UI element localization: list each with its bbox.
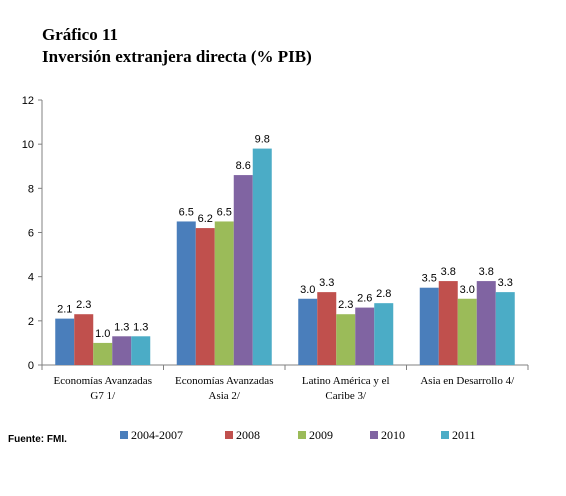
data-label: 2.6 — [357, 293, 372, 305]
legend-swatch — [225, 431, 233, 439]
data-label: 3.0 — [300, 284, 315, 296]
data-label: 2.3 — [338, 299, 353, 311]
data-label: 6.2 — [198, 213, 213, 225]
category-label: Asia en Desarrollo 4/ — [420, 375, 515, 387]
data-label: 6.5 — [217, 206, 232, 218]
data-label: 6.5 — [179, 206, 194, 218]
source-note: Fuente: FMI. — [8, 434, 67, 445]
data-label: 3.5 — [422, 273, 437, 285]
data-label: 2.3 — [76, 299, 91, 311]
data-label: 2.8 — [376, 288, 391, 300]
chart-subtitle: Inversión extranjera directa (% PIB) — [42, 47, 312, 66]
data-label: 1.3 — [133, 321, 148, 333]
legend-label: 2011 — [452, 428, 476, 442]
legend-label: 2008 — [236, 428, 260, 442]
data-label: 1.0 — [95, 328, 110, 340]
y-tick-label: 2 — [28, 316, 34, 328]
y-tick-label: 8 — [28, 183, 34, 195]
y-tick-label: 10 — [22, 139, 34, 151]
data-label: 3.3 — [319, 277, 334, 289]
data-label: 1.3 — [114, 321, 129, 333]
bar — [298, 298, 318, 365]
bar — [214, 221, 234, 365]
data-label: 9.8 — [255, 134, 270, 146]
category-label: Latino América y el — [302, 375, 390, 387]
category-label: Economías Avanzadas — [175, 375, 273, 387]
bar — [355, 307, 375, 365]
y-tick-label: 0 — [28, 360, 34, 372]
bar — [176, 221, 196, 365]
y-tick-label: 12 — [22, 95, 34, 107]
data-label: 2.1 — [57, 304, 72, 316]
category-label: G7 1/ — [90, 390, 116, 402]
legend-swatch — [441, 431, 449, 439]
data-label: 8.6 — [236, 160, 251, 172]
bar — [317, 292, 337, 365]
legend-swatch — [120, 431, 128, 439]
bar — [55, 318, 75, 365]
bar — [74, 314, 94, 365]
bar — [495, 292, 515, 365]
legend-swatch — [370, 431, 378, 439]
data-label: 3.8 — [479, 266, 494, 278]
bar — [476, 281, 496, 365]
bar — [112, 336, 132, 365]
data-label: 3.3 — [498, 277, 513, 289]
bar — [195, 228, 215, 365]
bar — [457, 298, 477, 365]
bar — [438, 281, 458, 365]
y-tick-label: 4 — [28, 272, 34, 284]
bar — [93, 342, 113, 365]
legend-label: 2004-2007 — [131, 428, 183, 442]
legend-label: 2009 — [309, 428, 333, 442]
category-label: Asia 2/ — [209, 390, 241, 402]
bar — [419, 287, 439, 365]
data-label: 3.0 — [460, 284, 475, 296]
category-label: Economías Avanzadas — [54, 375, 152, 387]
bar — [374, 303, 394, 365]
legend-swatch — [298, 431, 306, 439]
category-label: Caribe 3/ — [325, 390, 367, 402]
data-label: 3.8 — [441, 266, 456, 278]
legend-label: 2010 — [381, 428, 405, 442]
bar — [252, 148, 272, 365]
chart-title: Gráfico 11 — [42, 25, 118, 44]
bar — [233, 175, 253, 365]
y-tick-label: 6 — [28, 228, 34, 240]
bar — [131, 336, 151, 365]
bar — [336, 314, 356, 365]
